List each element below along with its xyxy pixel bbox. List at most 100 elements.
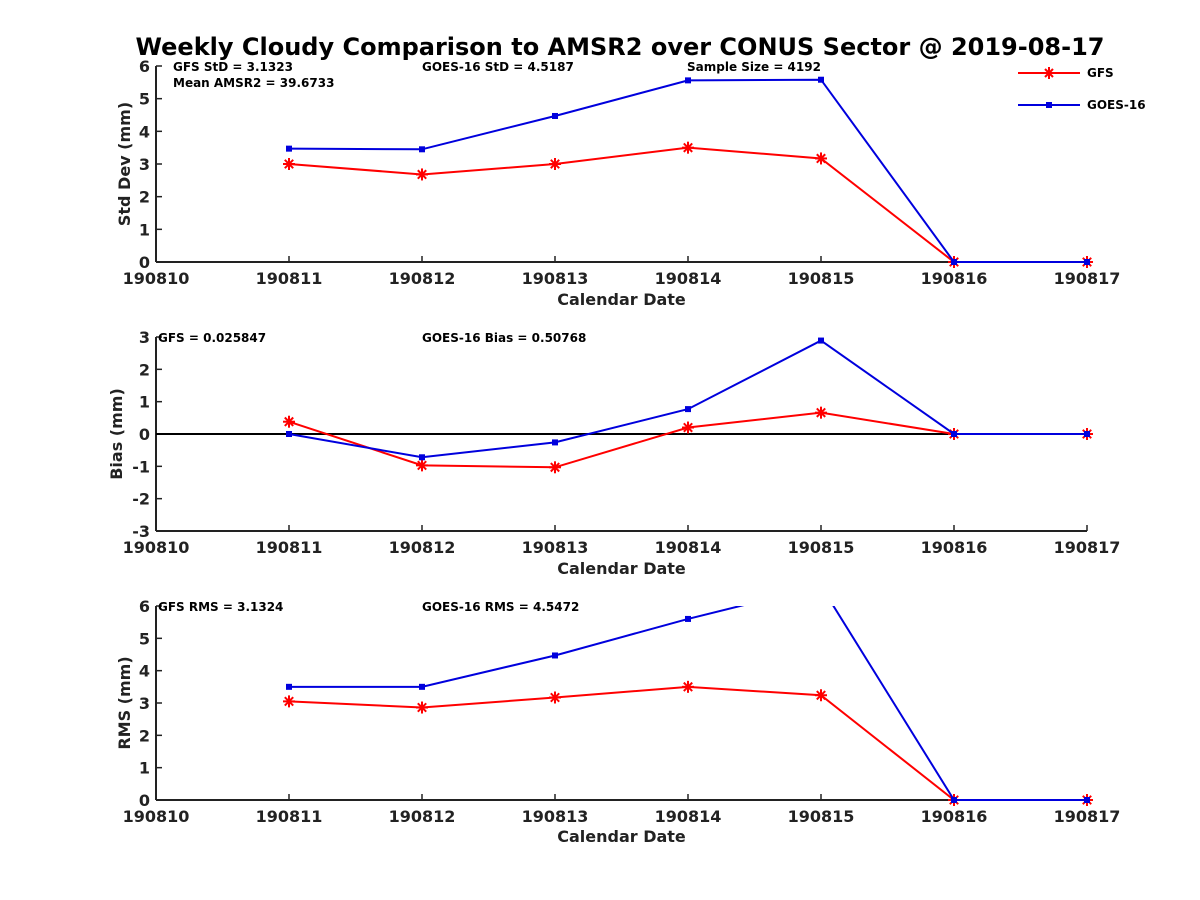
stddev-goes-point — [1084, 259, 1090, 265]
rms-ytick-label: 2 — [139, 726, 150, 745]
rms-goes-point — [685, 615, 691, 622]
bias-gfs-point — [549, 461, 561, 474]
bias-gfs-series — [283, 406, 1093, 474]
stddev-mean-amsr2-annotation: Mean AMSR2 = 39.6733 — [173, 76, 334, 90]
rms-axes: 0 1 2 3 4 5 6 190810 190811 190812 190813 190814 190… — [123, 597, 1121, 826]
bias-goes-point — [818, 337, 824, 344]
bias-goes-annotation: GOES-16 Bias = 0.50768 — [422, 331, 586, 345]
stddev-gfs-point — [682, 141, 694, 154]
stddev-ytick-label: 5 — [139, 90, 150, 109]
stddev-xtick-label: 190814 — [655, 269, 722, 288]
bias-xtick-label: 190812 — [389, 538, 456, 557]
bias-ytick-label: 3 — [139, 328, 150, 347]
rms-goes-point — [419, 683, 425, 690]
bias-gfs-annotation: GFS = 0.025847 — [158, 331, 266, 345]
stddev-ytick-label: 6 — [139, 57, 150, 76]
stddev-goes-line — [288, 78, 1087, 263]
stddev-axes: 0 1 2 3 4 5 6 190810 190811 190812 190813 190814 190… — [123, 57, 1121, 288]
stddev-xtick-label: 190811 — [256, 269, 323, 288]
rms-gfs-point — [682, 680, 694, 693]
bias-goes-point — [286, 431, 292, 437]
stddev-gfs-series — [283, 141, 1093, 268]
legend-gfs-label: GFS — [1087, 66, 1114, 80]
rms-gfs-point — [416, 701, 428, 714]
stddev-xtick-label: 190817 — [1054, 269, 1121, 288]
stddev-sample-size-annotation: Sample Size = 4192 — [687, 60, 821, 74]
bias-goes-line — [288, 339, 1087, 459]
bias-xtick-label: 190814 — [655, 538, 722, 557]
bias-goes-point — [419, 454, 425, 461]
rms-gfs-series — [283, 680, 1093, 806]
bias-ytick-label: 1 — [139, 393, 150, 412]
stddev-xtick-label: 190815 — [788, 269, 855, 288]
rms-ytick-label: 6 — [139, 597, 150, 616]
bias-goes-point — [1084, 431, 1090, 437]
rms-gfs-annotation: GFS RMS = 3.1324 — [158, 600, 283, 614]
rms-goes-point — [552, 652, 558, 659]
stddev-xtick-label: 190812 — [389, 269, 456, 288]
bias-ytick-label: 0 — [139, 425, 150, 444]
rms-panel: 0 1 2 3 4 5 6 190810 190811 190812 190813 190814 190… — [115, 597, 1121, 846]
rms-gfs-line — [288, 685, 1087, 801]
bias-xtick-label: 190813 — [522, 538, 589, 557]
stddev-gfs-std-annotation: GFS StD = 3.1323 — [173, 60, 293, 74]
stddev-goes-point — [286, 145, 292, 152]
bias-xtick-label: 190810 — [123, 538, 190, 557]
rms-goes-annotation: GOES-16 RMS = 4.5472 — [422, 600, 579, 614]
rms-gfs-point — [283, 695, 295, 708]
stddev-xtick-label: 190813 — [522, 269, 589, 288]
stddev-gfs-line — [288, 146, 1087, 263]
bias-ylabel: Bias (mm) — [107, 388, 126, 480]
stddev-gfs-point — [815, 152, 827, 165]
stddev-ytick-label: 3 — [139, 155, 150, 174]
rms-ytick-label: 4 — [139, 662, 150, 681]
rms-ylabel: RMS (mm) — [115, 656, 134, 749]
stddev-legend: GFS GOES-16 — [1018, 66, 1146, 112]
bias-gfs-point — [416, 459, 428, 472]
bias-panel: -3 -2 -1 0 1 2 3 190810 190811 190812 190813 190814… — [107, 328, 1120, 578]
legend-goes-label: GOES-16 — [1087, 98, 1146, 112]
rms-xtick-label: 190815 — [788, 807, 855, 826]
rms-goes-series — [286, 606, 1090, 803]
bias-xtick-label: 190816 — [921, 538, 988, 557]
stddev-goes-point — [951, 259, 957, 265]
stddev-xtick-label: 190816 — [921, 269, 988, 288]
stddev-goes-point — [818, 76, 824, 83]
bias-gfs-line — [288, 411, 1087, 469]
rms-xlabel: Calendar Date — [557, 827, 686, 846]
stddev-gfs-point — [283, 158, 295, 170]
stddev-ytick-label: 2 — [139, 188, 150, 207]
stddev-ytick-label: 0 — [139, 253, 150, 272]
rms-xtick-label: 190811 — [256, 807, 323, 826]
rms-xtick-label: 190810 — [123, 807, 190, 826]
rms-goes-point — [1084, 797, 1090, 803]
stddev-goes-point — [419, 146, 425, 153]
bias-ytick-label: 2 — [139, 360, 150, 379]
rms-xtick-label: 190812 — [389, 807, 456, 826]
rms-ytick-label: 1 — [139, 759, 150, 778]
bias-ytick-label: -3 — [132, 522, 150, 541]
bias-gfs-point — [682, 421, 694, 434]
rms-goes-point — [286, 683, 292, 690]
stddev-goes-point — [552, 112, 558, 119]
stddev-gfs-point — [549, 158, 561, 170]
stddev-goes-std-annotation: GOES-16 StD = 4.5187 — [422, 60, 574, 74]
rms-xtick-label: 190817 — [1054, 807, 1121, 826]
stddev-xtick-label: 190810 — [123, 269, 190, 288]
bias-xtick-label: 190817 — [1054, 538, 1121, 557]
bias-gfs-point — [283, 415, 295, 428]
bias-goes-series — [286, 337, 1090, 461]
legend-goes-marker-icon — [1046, 102, 1052, 108]
rms-xtick-label: 190816 — [921, 807, 988, 826]
stddev-panel: 0 1 2 3 4 5 6 190810 190811 190812 190813 190814 190… — [115, 57, 1146, 309]
legend-gfs-marker-icon — [1043, 67, 1055, 79]
stddev-goes-series — [286, 76, 1090, 265]
rms-ytick-label: 0 — [139, 791, 150, 810]
rms-xtick-label: 190814 — [655, 807, 722, 826]
stddev-ytick-label: 1 — [139, 220, 150, 239]
rms-ytick-label: 5 — [139, 629, 150, 648]
bias-goes-point — [552, 439, 558, 446]
rms-gfs-point — [815, 689, 827, 702]
stddev-gfs-point — [416, 168, 428, 181]
